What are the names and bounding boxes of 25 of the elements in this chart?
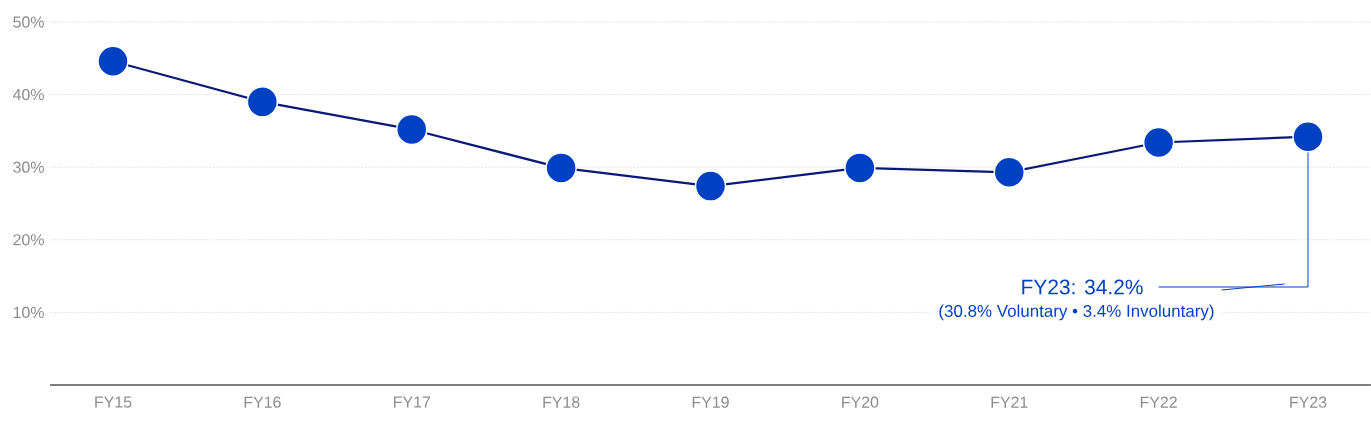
x-tick-label: FY17 [394,396,430,408]
x-tick-label: FY16 [244,396,281,408]
point [993,156,1025,189]
point [396,113,428,146]
x-tick-label: FY18 [543,396,580,408]
x-tick-label: FY22 [1140,396,1177,408]
point [246,86,279,118]
point [97,45,129,77]
x-tick-label: FY20 [842,396,879,408]
point [694,170,727,202]
point [1142,126,1175,159]
point [545,152,577,184]
point [1292,120,1324,153]
x-tick-label: FY23 [1290,396,1327,408]
y-tick-label: 20% [13,234,44,246]
point [844,152,876,184]
y-tick-label: 50% [13,16,44,28]
x-tick-label: FY21 [991,396,1028,408]
y-tick-label: 10% [13,306,44,319]
annotation: FY23: 34.2% [1022,279,1143,295]
x-tick-label: FY15 [95,396,132,408]
annotation: (30.8% Voluntary • 3.4% Involuntary) [939,304,1214,321]
y-tick-label: 40% [12,88,44,101]
x-tick-label: FY19 [692,396,729,408]
y-tick-label: 30% [13,161,44,173]
